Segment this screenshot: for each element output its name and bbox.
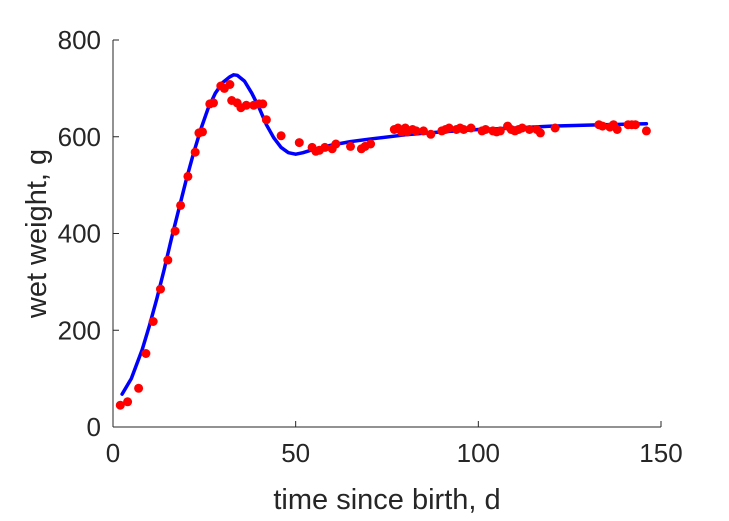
x-tick-label: 0 [106, 438, 120, 468]
y-axis-label: wet weight, g [21, 149, 53, 319]
data-point [170, 226, 180, 236]
y-tick-label: 400 [58, 219, 101, 249]
data-point [346, 141, 355, 151]
data-point [444, 123, 454, 133]
data-point [261, 115, 271, 125]
data-point [419, 126, 428, 136]
axes [112, 40, 661, 428]
x-tick-label: 50 [281, 438, 310, 468]
data-point [134, 383, 144, 393]
data-point [148, 317, 158, 326]
data-point [163, 255, 173, 265]
plot-area [115, 73, 651, 410]
data-point [141, 349, 151, 358]
x-axis-label: time since birth, d [273, 484, 500, 516]
data-point [123, 397, 133, 407]
data-point [525, 125, 534, 134]
y-tick-label: 600 [58, 122, 101, 152]
data-point [426, 129, 436, 139]
x-ticks: 0 50 100 150 [106, 421, 683, 468]
x-tick-label: 100 [457, 438, 500, 468]
data-point [209, 98, 218, 108]
data-point [612, 125, 622, 134]
data-point [294, 138, 304, 148]
data-point [630, 120, 640, 130]
data-point [225, 80, 235, 89]
data-point [598, 121, 607, 131]
data-point [466, 123, 476, 133]
data-point [641, 126, 651, 136]
data-point [176, 200, 186, 210]
data-point [115, 400, 125, 410]
y-tick-label: 800 [58, 25, 101, 55]
data-point [331, 139, 341, 149]
data-point [459, 125, 469, 134]
y-ticks: 0 200 400 600 800 [58, 25, 119, 442]
data-point [183, 171, 193, 181]
data-point [258, 99, 268, 109]
data-point [156, 284, 165, 294]
y-tick-label: 0 [87, 412, 101, 442]
data-point [550, 123, 560, 133]
x-tick-label: 150 [639, 438, 682, 468]
data-point [517, 123, 527, 133]
data-point [495, 126, 505, 136]
data-point [535, 128, 545, 138]
data-point [276, 131, 286, 141]
data-point [241, 100, 251, 110]
data-point [198, 127, 207, 137]
data-point [190, 147, 200, 157]
data-point [481, 125, 491, 134]
data-point [366, 139, 376, 149]
data-point [320, 142, 330, 152]
data-point [411, 126, 421, 136]
fit-curve [120, 73, 649, 396]
y-tick-label: 200 [58, 315, 101, 345]
